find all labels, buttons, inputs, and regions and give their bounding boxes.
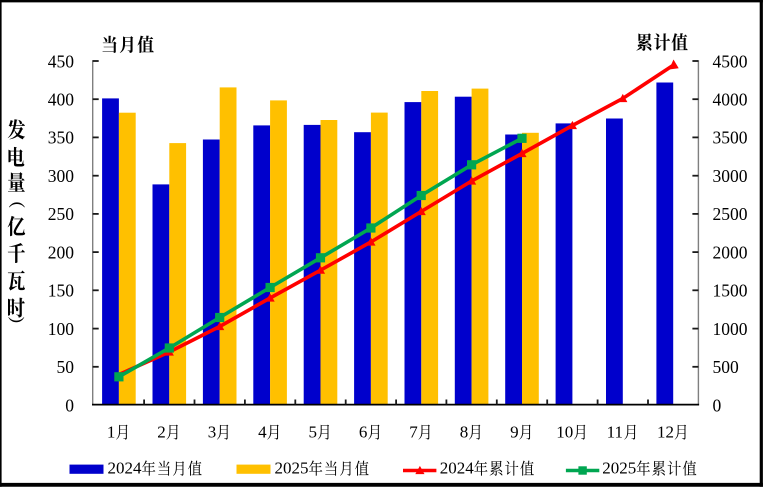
svg-text:12: 12 bbox=[657, 422, 674, 441]
svg-text:4500: 4500 bbox=[713, 51, 748, 71]
svg-text:3000: 3000 bbox=[713, 166, 748, 186]
svg-text:400: 400 bbox=[48, 90, 75, 110]
svg-text:200: 200 bbox=[48, 242, 75, 262]
svg-text:6: 6 bbox=[359, 422, 368, 441]
svg-text:3500: 3500 bbox=[713, 128, 748, 148]
svg-text:150: 150 bbox=[48, 281, 75, 301]
svg-text:10: 10 bbox=[556, 422, 573, 441]
svg-text:2025: 2025 bbox=[602, 459, 636, 478]
svg-text:2500: 2500 bbox=[713, 204, 748, 224]
svg-text:3: 3 bbox=[208, 422, 217, 441]
svg-text:1000: 1000 bbox=[713, 319, 748, 339]
svg-text:350: 350 bbox=[48, 128, 75, 148]
svg-text:9: 9 bbox=[510, 422, 518, 441]
svg-text:50: 50 bbox=[57, 357, 75, 377]
svg-text:8: 8 bbox=[460, 422, 469, 441]
svg-text:11: 11 bbox=[607, 422, 623, 441]
svg-text:0: 0 bbox=[65, 395, 74, 415]
svg-text:2000: 2000 bbox=[713, 242, 748, 262]
svg-text:250: 250 bbox=[48, 204, 75, 224]
svg-text:1: 1 bbox=[107, 422, 116, 441]
svg-text:100: 100 bbox=[48, 319, 75, 339]
svg-text:5: 5 bbox=[309, 422, 318, 441]
svg-text:450: 450 bbox=[48, 51, 75, 71]
svg-text:2025: 2025 bbox=[275, 459, 309, 478]
svg-text:7: 7 bbox=[409, 422, 418, 441]
svg-text:2024: 2024 bbox=[440, 459, 475, 478]
svg-text:0: 0 bbox=[713, 395, 722, 415]
svg-text:500: 500 bbox=[713, 357, 740, 377]
svg-text:2024: 2024 bbox=[108, 459, 143, 478]
svg-text:4000: 4000 bbox=[713, 90, 748, 110]
svg-text:300: 300 bbox=[48, 166, 75, 186]
svg-text:2: 2 bbox=[157, 422, 166, 441]
svg-text:4: 4 bbox=[258, 422, 267, 441]
svg-text:1500: 1500 bbox=[713, 281, 748, 301]
